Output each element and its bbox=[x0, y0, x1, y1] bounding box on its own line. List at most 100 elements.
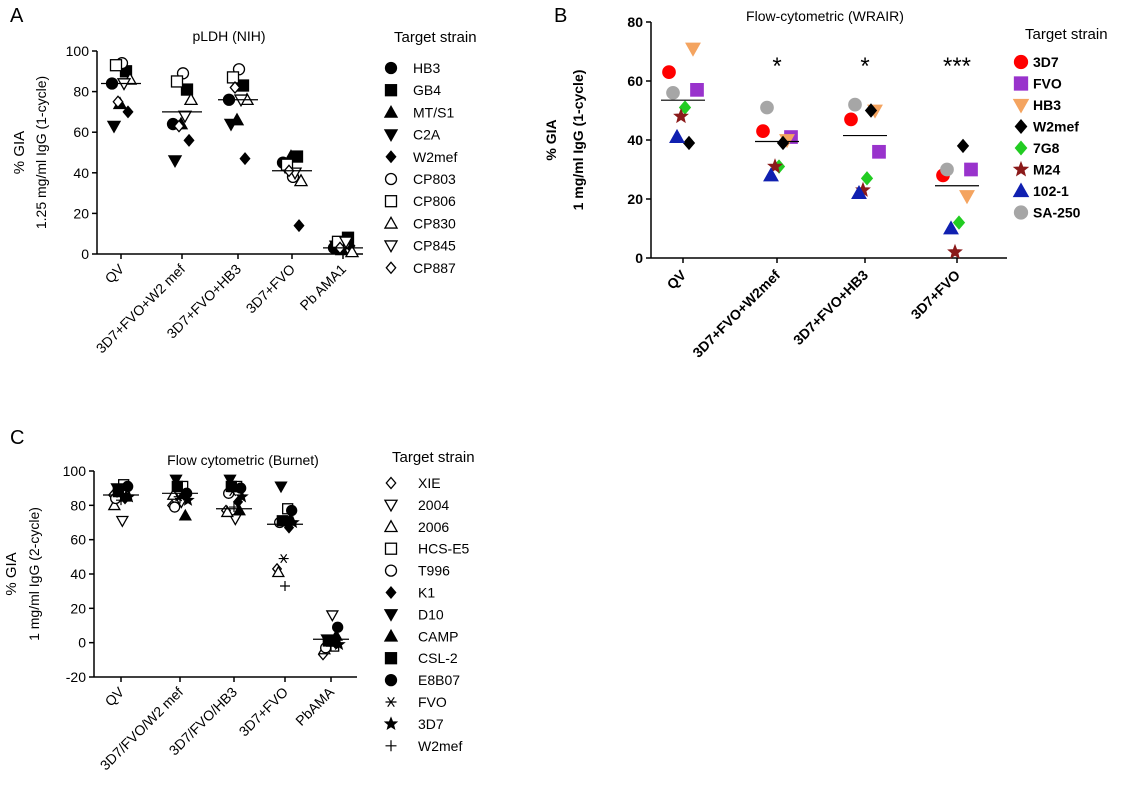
x-tick-label: 3D7+FVO bbox=[236, 684, 292, 740]
data-point bbox=[767, 158, 783, 174]
legend-label: W2mef bbox=[1033, 119, 1079, 135]
legend-label: HB3 bbox=[413, 60, 440, 76]
data-point bbox=[106, 120, 122, 134]
y-tick-label: 0 bbox=[81, 246, 89, 262]
legend-label: GB4 bbox=[413, 82, 441, 98]
legend-marker bbox=[383, 628, 399, 642]
data-point bbox=[332, 637, 346, 651]
legend-title: Target strain bbox=[394, 29, 477, 46]
data-point bbox=[964, 162, 978, 177]
legend-label: CP887 bbox=[413, 260, 456, 276]
legend-marker bbox=[385, 150, 397, 164]
data-point bbox=[183, 133, 195, 147]
y-axis-label: 1 mg/ml IgG (2-cycle) bbox=[26, 507, 42, 641]
y-tick-label: 80 bbox=[627, 14, 643, 30]
legend: Target strain XIE 2004 2006 HCS-E5 T996 K1 D10 C… bbox=[383, 449, 475, 754]
y-tick-label: 0 bbox=[78, 635, 86, 651]
legend-label: 2006 bbox=[418, 519, 449, 535]
x-tick-label: 3D7+FVO+W2mef bbox=[689, 267, 783, 361]
data-point bbox=[227, 487, 238, 497]
legend-label: 3D7 bbox=[418, 716, 444, 732]
data-point bbox=[107, 498, 121, 511]
legend-label: HCS-E5 bbox=[418, 541, 470, 557]
data-point bbox=[682, 135, 696, 151]
legend-marker bbox=[384, 652, 398, 665]
legend-marker bbox=[1012, 160, 1030, 177]
data-point bbox=[286, 504, 298, 517]
data-point bbox=[223, 474, 237, 487]
legend-marker bbox=[383, 519, 399, 533]
legend-marker bbox=[384, 542, 398, 555]
data-point bbox=[114, 488, 125, 498]
y-tick-label: 80 bbox=[73, 84, 89, 100]
y-axis-label: % GIA bbox=[543, 119, 559, 160]
data-point bbox=[344, 244, 360, 258]
legend-label: W2mef bbox=[418, 738, 462, 754]
legend-marker bbox=[383, 609, 399, 622]
y-tick-label: 100 bbox=[63, 463, 87, 479]
legend-label: CP845 bbox=[413, 238, 456, 254]
data-point bbox=[112, 95, 124, 109]
significance-marker: *** bbox=[943, 53, 971, 80]
data-point bbox=[864, 103, 878, 118]
data-point bbox=[122, 480, 134, 493]
data-point bbox=[673, 108, 689, 124]
data-point bbox=[293, 219, 305, 233]
data-point bbox=[178, 508, 192, 521]
data-point bbox=[180, 83, 194, 96]
x-tick-label: QV bbox=[101, 683, 127, 709]
y-tick-label: 20 bbox=[70, 600, 86, 616]
significance-marker: * bbox=[860, 53, 869, 80]
data-point bbox=[115, 515, 129, 528]
y-tick-label: -20 bbox=[66, 669, 86, 685]
data-point bbox=[332, 621, 344, 633]
data-point bbox=[685, 42, 701, 57]
legend-marker bbox=[384, 84, 398, 97]
x-tick-label: QV bbox=[101, 260, 127, 286]
significance-marker: * bbox=[772, 53, 781, 80]
legend-marker bbox=[383, 105, 399, 118]
legend-label: K1 bbox=[418, 585, 435, 601]
data-point bbox=[122, 105, 134, 119]
legend-label: XIE bbox=[418, 475, 441, 491]
panel-b: B Flow-cytometric (WRAIR) % GIA 1 mg/ml IgG… bbox=[543, 5, 1108, 361]
legend-marker bbox=[1012, 182, 1030, 198]
y-axis-label: 1.25 mg/ml IgG (1-cycle) bbox=[33, 76, 49, 229]
legend-label: SA-250 bbox=[1033, 205, 1081, 221]
data-point bbox=[872, 144, 886, 159]
data-point bbox=[940, 162, 954, 177]
data-point bbox=[170, 75, 184, 88]
data-point bbox=[116, 495, 126, 506]
data-point bbox=[959, 190, 975, 205]
y-tick-label: 80 bbox=[70, 497, 86, 513]
data-point bbox=[233, 94, 249, 108]
data-point bbox=[171, 480, 183, 493]
legend-label: CAMP bbox=[418, 628, 458, 644]
legend-marker bbox=[1012, 98, 1030, 114]
data-point bbox=[851, 184, 867, 200]
legend-marker bbox=[383, 216, 399, 229]
y-axis-label: % GIA bbox=[11, 131, 28, 174]
legend-label: CP830 bbox=[413, 215, 456, 231]
data-point bbox=[116, 78, 132, 91]
legend: Target strain HB3 GB4 MT/S1 C2A W2mef CP803 CP8… bbox=[383, 29, 477, 276]
data-point bbox=[943, 220, 959, 235]
legend-label: CP803 bbox=[413, 171, 456, 187]
legend-marker bbox=[383, 129, 399, 142]
x-tick-label: 3D7+FVO+HB3 bbox=[790, 267, 871, 348]
data-point bbox=[175, 493, 185, 504]
legend: Target strain 3D7 FVO HB3 W2mef 7G8 M24 102-1 SA… bbox=[1012, 26, 1108, 221]
legend-marker bbox=[383, 240, 399, 253]
data-point bbox=[177, 110, 193, 124]
data-point bbox=[763, 167, 779, 182]
data-point bbox=[952, 215, 966, 230]
panel-c: C Flow cytometric (Burnet) % GIA 1 mg/ml Ig… bbox=[3, 427, 475, 773]
chart-title: pLDH (NIH) bbox=[192, 28, 265, 44]
y-axis-label: % GIA bbox=[3, 552, 20, 595]
y-tick-label: 100 bbox=[66, 43, 90, 59]
legend-marker bbox=[385, 476, 397, 490]
legend-label: CSL-2 bbox=[418, 650, 458, 666]
data-point bbox=[235, 489, 249, 503]
data-point bbox=[232, 503, 246, 516]
data-point bbox=[324, 636, 335, 646]
